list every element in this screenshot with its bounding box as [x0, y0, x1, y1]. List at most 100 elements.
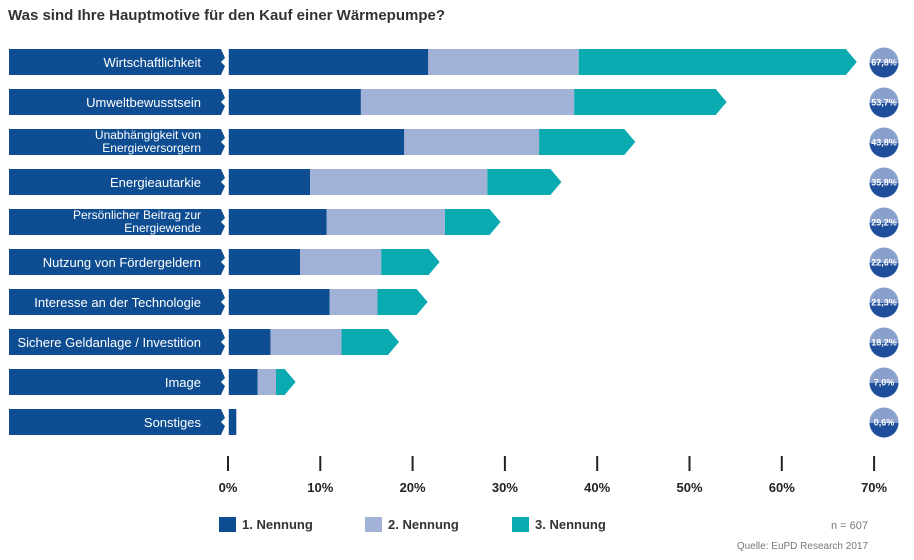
category-label-bar — [9, 209, 225, 235]
sample-size: n = 607 — [831, 520, 868, 532]
bar-segment-1-nennung — [228, 89, 361, 115]
category-label-bar — [9, 329, 225, 355]
category-label-line: Persönlicher Beitrag zur — [73, 208, 201, 222]
category-label-bar — [9, 129, 225, 155]
source-note: Quelle: EuPD Research 2017 — [737, 541, 869, 552]
total-label: 21,3% — [871, 298, 897, 308]
legend: 1. Nennung 2. Nennung 3. Nennung — [219, 517, 606, 532]
legend-item-1-nennung: 1. Nennung — [219, 517, 313, 532]
total-badge-shade — [869, 423, 899, 438]
bar-segment-1-nennung — [228, 249, 300, 275]
bar-segment-2-nennung — [360, 89, 575, 115]
total-badge-shade — [869, 263, 899, 278]
chart-title: Was sind Ihre Hauptmotive für den Kauf e… — [8, 7, 445, 24]
total-label: 7,0% — [874, 378, 895, 388]
row-nutzung-von-fordergeldern: Nutzung von Fördergeldern 22,6% — [9, 247, 899, 278]
total-badge-shade — [869, 303, 899, 318]
bar-segment-1-nennung — [228, 129, 405, 155]
bar-segment-1-nennung — [228, 369, 258, 395]
bar-segment-3-nennung — [574, 89, 727, 115]
x-tick-label: 70% — [861, 480, 887, 495]
category-label-line: Energieautarkie — [110, 175, 201, 190]
x-tick-label: 30% — [492, 480, 518, 495]
bar-segment-2-nennung — [299, 249, 382, 275]
total-badge-shade — [869, 183, 899, 198]
category-label-line: Nutzung von Fördergeldern — [43, 255, 201, 270]
row-wirtschaftlichkeit: Wirtschaftlichkeit 67,8% — [9, 47, 899, 78]
total-badge-shade — [869, 383, 899, 398]
bar-segment-1-nennung — [228, 209, 327, 235]
category-label-line: Unabhängigkeit von — [95, 128, 201, 142]
category-label-bar — [9, 89, 225, 115]
bar-segment-1-nennung — [228, 169, 311, 195]
category-label: Persönlicher Beitrag zur Energiewende — [73, 208, 201, 235]
total-label: 43,8% — [871, 138, 897, 148]
total-badge: 29,2% — [869, 207, 899, 238]
total-badge: 35,8% — [869, 167, 899, 198]
bar-segment-2-nennung — [310, 169, 488, 195]
row-unabhangigkeit-von-energieversorgern: Unabhängigkeit von Energieversorgern 43,8% — [9, 127, 899, 158]
legend-item-3-nennung: 3. Nennung — [512, 517, 606, 532]
legend-label: 1. Nennung — [242, 517, 313, 532]
bar-segment-2-nennung — [270, 329, 342, 355]
category-label: Sonstiges — [144, 415, 202, 430]
category-label-line: Image — [165, 375, 201, 390]
legend-label: 2. Nennung — [388, 517, 459, 532]
total-badge: 43,8% — [869, 127, 899, 158]
bar-segment-1-nennung — [228, 49, 429, 75]
x-tick-label: 50% — [676, 480, 702, 495]
category-label-bar — [9, 249, 225, 275]
x-tick-label: 60% — [769, 480, 795, 495]
row-sichere-geldanlage-investition: Sichere Geldanlage / Investition 18,2% — [9, 327, 899, 358]
bar-segment-3-nennung — [377, 289, 428, 315]
row-energieautarkie: Energieautarkie 35,8% — [9, 167, 899, 198]
bar-segment-3-nennung — [578, 49, 857, 75]
category-label: Umweltbewusstsein — [86, 95, 201, 110]
legend-item-2-nennung: 2. Nennung — [365, 517, 459, 532]
bar-segment-1-nennung — [228, 329, 271, 355]
bar-segment-1-nennung — [228, 289, 330, 315]
category-label-line: Umweltbewusstsein — [86, 95, 201, 110]
row-sonstiges: Sonstiges 0,6% — [9, 407, 899, 438]
total-label: 53,7% — [871, 98, 897, 108]
legend-swatch — [512, 517, 529, 532]
category-label: Energieautarkie — [110, 175, 201, 190]
bar-segment-2-nennung — [428, 49, 579, 75]
bar-segment-2-nennung — [257, 369, 276, 395]
total-badge-shade — [869, 223, 899, 238]
bar-segment-3-nennung — [539, 129, 636, 155]
x-tick-label: 0% — [219, 480, 238, 495]
category-label-line: Interesse an der Technologie — [34, 295, 201, 310]
bar-segment-3-nennung — [487, 169, 562, 195]
x-tick-label: 20% — [400, 480, 426, 495]
category-label: Image — [165, 375, 201, 390]
total-badge-shade — [869, 103, 899, 118]
chart-rows: Wirtschaftlichkeit 67,8% Umweltbewusstsein… — [9, 47, 899, 438]
category-label: Sichere Geldanlage / Investition — [17, 335, 201, 350]
category-label: Nutzung von Fördergeldern — [43, 255, 201, 270]
total-badge: 7,0% — [869, 367, 899, 398]
total-badge: 18,2% — [869, 327, 899, 358]
x-axis: 0% 10% 20% 30% 40% 50% 60% 70% — [219, 456, 888, 495]
total-badge: 21,3% — [869, 287, 899, 318]
row-interesse-an-der-technologie: Interesse an der Technologie 21,3% — [9, 287, 899, 318]
legend-label: 3. Nennung — [535, 517, 606, 532]
total-label: 29,2% — [871, 218, 897, 228]
total-label: 0,6% — [874, 418, 895, 428]
category-label-bar — [9, 289, 225, 315]
bar-segment-2-nennung — [404, 129, 540, 155]
row-personlicher-beitrag-zur-energiewende: Persönlicher Beitrag zur Energiewende 29,2… — [9, 207, 899, 238]
category-label-bar — [9, 369, 225, 395]
total-label: 22,6% — [871, 258, 897, 268]
total-label: 18,2% — [871, 338, 897, 348]
row-umweltbewusstsein: Umweltbewusstsein 53,7% — [9, 87, 899, 118]
bar-segment-3-nennung — [444, 209, 501, 235]
category-label-line: Sonstiges — [144, 415, 202, 430]
category-label-line: Wirtschaftlichkeit — [103, 55, 201, 70]
total-badge-shade — [869, 143, 899, 158]
total-badge: 53,7% — [869, 87, 899, 118]
row-image: Image 7,0% — [9, 367, 899, 398]
category-label-bar — [9, 169, 225, 195]
x-tick-label: 10% — [307, 480, 333, 495]
